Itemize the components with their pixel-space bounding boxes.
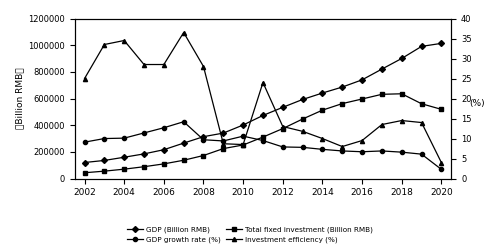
GDP (Billion RMB)	[300, 98, 306, 101]
Investment efficiency (%)	[220, 142, 226, 145]
Investment efficiency (%)	[141, 63, 147, 66]
GDP (Billion RMB)	[102, 159, 107, 162]
Investment efficiency (%)	[161, 63, 167, 66]
GDP growth rate (%)	[220, 139, 226, 142]
GDP growth rate (%)	[141, 131, 147, 134]
Total fixed investment (Billion RMB)	[340, 102, 345, 105]
GDP growth rate (%)	[418, 153, 424, 156]
GDP (Billion RMB)	[260, 114, 266, 117]
GDP (Billion RMB)	[280, 106, 286, 109]
Total fixed investment (Billion RMB)	[180, 159, 186, 162]
Line: GDP (Billion RMB): GDP (Billion RMB)	[82, 41, 444, 165]
GDP (Billion RMB)	[320, 92, 326, 94]
Investment efficiency (%)	[398, 119, 404, 122]
GDP growth rate (%)	[200, 138, 206, 141]
Total fixed investment (Billion RMB)	[418, 102, 424, 105]
Total fixed investment (Billion RMB)	[161, 162, 167, 165]
Investment efficiency (%)	[260, 81, 266, 84]
Investment efficiency (%)	[121, 39, 127, 42]
Investment efficiency (%)	[359, 139, 365, 142]
GDP growth rate (%)	[280, 146, 286, 149]
Total fixed investment (Billion RMB)	[280, 127, 286, 130]
Investment efficiency (%)	[102, 43, 107, 46]
GDP (Billion RMB)	[240, 124, 246, 126]
Investment efficiency (%)	[300, 130, 306, 133]
GDP (Billion RMB)	[180, 142, 186, 145]
GDP growth rate (%)	[180, 120, 186, 123]
GDP growth rate (%)	[340, 150, 345, 153]
Total fixed investment (Billion RMB)	[200, 154, 206, 157]
GDP growth rate (%)	[379, 150, 385, 153]
GDP growth rate (%)	[102, 137, 107, 140]
Total fixed investment (Billion RMB)	[102, 170, 107, 173]
GDP (Billion RMB)	[418, 45, 424, 48]
Total fixed investment (Billion RMB)	[240, 144, 246, 147]
GDP (Billion RMB)	[340, 86, 345, 89]
Line: Investment efficiency (%): Investment efficiency (%)	[82, 31, 444, 165]
GDP (Billion RMB)	[141, 153, 147, 155]
Investment efficiency (%)	[418, 121, 424, 124]
Investment efficiency (%)	[320, 137, 326, 140]
Total fixed investment (Billion RMB)	[320, 109, 326, 112]
Total fixed investment (Billion RMB)	[398, 92, 404, 95]
GDP growth rate (%)	[438, 168, 444, 171]
GDP growth rate (%)	[300, 146, 306, 149]
GDP growth rate (%)	[359, 150, 365, 153]
GDP growth rate (%)	[121, 137, 127, 140]
Investment efficiency (%)	[82, 77, 87, 80]
GDP growth rate (%)	[398, 151, 404, 154]
Total fixed investment (Billion RMB)	[359, 97, 365, 100]
Investment efficiency (%)	[200, 65, 206, 68]
GDP (Billion RMB)	[82, 161, 87, 164]
GDP (Billion RMB)	[121, 156, 127, 159]
Line: Total fixed investment (Billion RMB): Total fixed investment (Billion RMB)	[82, 92, 444, 175]
Line: GDP growth rate (%): GDP growth rate (%)	[82, 120, 444, 171]
Total fixed investment (Billion RMB)	[82, 171, 87, 174]
Investment efficiency (%)	[180, 31, 186, 34]
Y-axis label: （Billion RMB）: （Billion RMB）	[15, 68, 24, 129]
Investment efficiency (%)	[379, 123, 385, 126]
Y-axis label: (%): (%)	[470, 98, 485, 108]
Total fixed investment (Billion RMB)	[121, 168, 127, 171]
GDP growth rate (%)	[161, 126, 167, 129]
Legend: GDP (Billion RMB), GDP growth rate (%), Total fixed investment (Billion RMB), In: GDP (Billion RMB), GDP growth rate (%), …	[126, 225, 374, 244]
Investment efficiency (%)	[340, 145, 345, 148]
Total fixed investment (Billion RMB)	[141, 165, 147, 168]
GDP (Billion RMB)	[438, 42, 444, 45]
GDP (Billion RMB)	[379, 68, 385, 71]
GDP (Billion RMB)	[200, 135, 206, 138]
Total fixed investment (Billion RMB)	[300, 118, 306, 121]
GDP growth rate (%)	[82, 141, 87, 144]
GDP (Billion RMB)	[161, 148, 167, 151]
GDP (Billion RMB)	[398, 57, 404, 60]
GDP growth rate (%)	[320, 148, 326, 151]
GDP growth rate (%)	[260, 139, 266, 142]
Total fixed investment (Billion RMB)	[379, 93, 385, 96]
GDP growth rate (%)	[240, 135, 246, 138]
Total fixed investment (Billion RMB)	[260, 136, 266, 139]
Investment efficiency (%)	[438, 161, 444, 164]
Investment efficiency (%)	[280, 125, 286, 128]
GDP (Billion RMB)	[359, 78, 365, 81]
GDP (Billion RMB)	[220, 132, 226, 135]
Investment efficiency (%)	[240, 143, 246, 146]
Total fixed investment (Billion RMB)	[220, 147, 226, 150]
Total fixed investment (Billion RMB)	[438, 108, 444, 111]
